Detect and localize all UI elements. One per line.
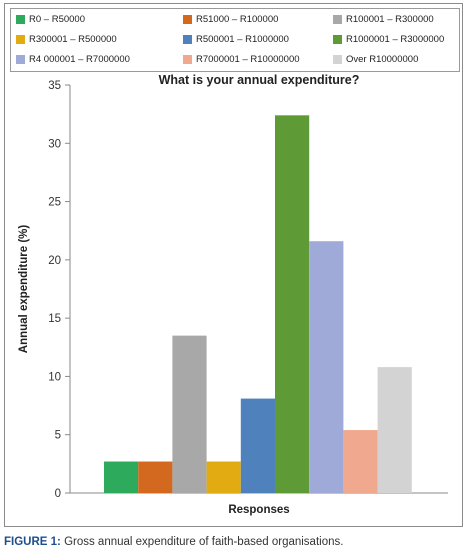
bar (275, 115, 310, 494)
caption-label: FIGURE 1: (4, 536, 61, 548)
chart-title: What is your annual expenditure? (159, 73, 360, 87)
y-tick-label: 0 (55, 488, 61, 500)
y-axis-label: Annual expenditure (%) (18, 225, 30, 354)
legend-label: R1000001 – R3000000 (346, 34, 445, 45)
legend-label: R7000001 – R10000000 (196, 54, 300, 65)
legend-swatch (333, 35, 342, 44)
bar (206, 461, 241, 493)
y-tick-label: 5 (55, 430, 61, 442)
y-tick-label: 30 (48, 138, 61, 150)
bar-chart: What is your annual expenditure? 0 5 10 15 20… (18, 73, 448, 516)
legend-swatch (16, 15, 25, 24)
x-axis-label: Responses (228, 504, 289, 516)
y-tick-label: 20 (48, 255, 61, 267)
y-tick-label: 10 (48, 371, 61, 383)
chart-legend: R0 – R50000 R51000 – R100000 R100001 – R30… (10, 8, 460, 72)
legend-label: R0 – R50000 (29, 14, 85, 25)
bar (138, 461, 173, 493)
y-tick-label: 35 (48, 80, 61, 92)
legend-swatch (183, 55, 192, 64)
legend-item: R500001 – R1000000 (183, 34, 289, 45)
legend-label: R500001 – R1000000 (196, 34, 289, 45)
y-tick-label: 25 (48, 197, 61, 209)
legend-swatch (183, 35, 192, 44)
legend-swatch (183, 15, 192, 24)
legend-label: Over R10000000 (346, 54, 419, 65)
legend-item: R51000 – R100000 (183, 14, 278, 25)
legend-item: R100001 – R300000 (333, 14, 434, 25)
legend-label: R100001 – R300000 (346, 14, 434, 25)
bar (240, 398, 275, 493)
legend-label: R4 000001 – R7000000 (29, 54, 130, 65)
legend-item: R0 – R50000 (16, 14, 85, 25)
bar (172, 335, 207, 493)
bar (104, 461, 139, 493)
legend-label: R300001 – R500000 (29, 34, 117, 45)
caption-text: Gross annual expenditure of faith-based … (60, 536, 344, 548)
legend-swatch (16, 55, 25, 64)
legend-swatch (333, 15, 342, 24)
legend-item: Over R10000000 (333, 54, 418, 65)
y-tick-label: 15 (48, 313, 61, 325)
legend-swatch (333, 55, 342, 64)
legend-swatch (16, 35, 25, 44)
legend-item: R300001 – R500000 (16, 34, 117, 45)
legend-item: R7000001 – R10000000 (183, 54, 300, 65)
figure-caption: FIGURE 1: Gross annual expenditure of fa… (4, 536, 343, 548)
bar (343, 430, 378, 493)
bar (377, 367, 412, 493)
legend-item: R1000001 – R3000000 (333, 34, 444, 45)
legend-item: R4 000001 – R7000000 (16, 54, 130, 65)
bar (309, 241, 344, 493)
legend-label: R51000 – R100000 (196, 14, 279, 25)
